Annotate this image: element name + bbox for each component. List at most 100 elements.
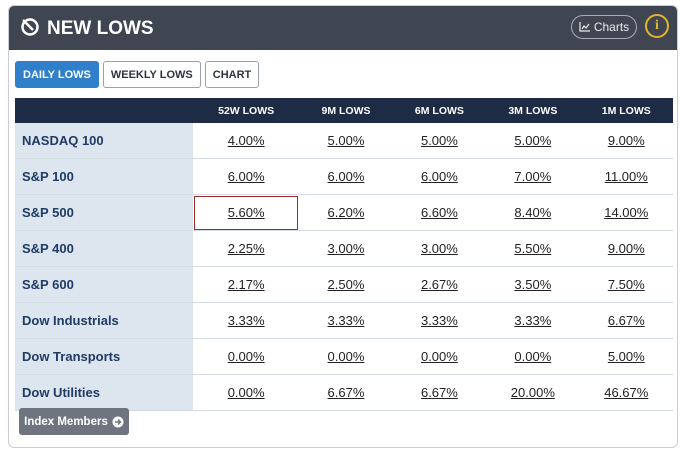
value-link[interactable]: 2.50% <box>327 277 365 292</box>
value-cell: 14.00% <box>579 194 673 231</box>
value-link[interactable]: 5.00% <box>514 133 552 148</box>
value-link[interactable]: 6.00% <box>227 169 265 184</box>
row: S&P 400 2.25% 3.00% 3.00% 5.50% 9.00% <box>15 230 673 267</box>
row-label: Dow Industrials <box>15 302 193 339</box>
value-cell: 7.00% <box>486 158 580 195</box>
value-cell: 6.67% <box>579 302 673 339</box>
value-cell: 11.00% <box>579 158 673 195</box>
logo <box>21 18 39 36</box>
index-members-label: Index Members <box>24 415 108 428</box>
value-cell: 5.60% <box>193 194 300 231</box>
value-link[interactable]: 6.00% <box>420 169 458 184</box>
value-cell: 6.00% <box>392 158 487 195</box>
value-cell: 2.67% <box>392 266 487 303</box>
value-link[interactable]: 2.25% <box>227 241 265 256</box>
value-cell: 3.00% <box>299 230 393 267</box>
row-label: Dow Transports <box>15 338 193 375</box>
info-button[interactable]: i <box>645 14 669 38</box>
value-cell: 5.50% <box>486 230 580 267</box>
row: S&P 100 6.00% 6.00% 6.00% 7.00% 11.00% <box>15 158 673 195</box>
value-link[interactable]: 5.60% <box>227 205 265 220</box>
value-link[interactable]: 5.50% <box>514 241 552 256</box>
value-cell: 3.50% <box>486 266 580 303</box>
tab[interactable]: CHART <box>204 61 260 88</box>
value-link[interactable]: 6.60% <box>420 205 458 220</box>
column-header: 52W LOWS <box>193 98 300 123</box>
tabs: DAILY LOWS WEEKLY LOWS CHART <box>15 61 260 88</box>
value-link[interactable]: 6.67% <box>607 313 645 328</box>
value-link[interactable]: 3.33% <box>327 313 365 328</box>
table: 52W LOWS 9M LOWS 6M LOWS 3M LOWS 1M LOWS NASD… <box>15 98 673 411</box>
column-header: 1M LOWS <box>579 98 673 123</box>
value-cell: 3.00% <box>392 230 487 267</box>
corner-cell <box>15 98 193 123</box>
value-cell: 46.67% <box>579 374 673 411</box>
value-cell: 0.00% <box>193 338 300 375</box>
value-cell: 3.33% <box>299 302 393 339</box>
value-cell: 6.60% <box>392 194 487 231</box>
value-cell: 2.25% <box>193 230 300 267</box>
value-link[interactable]: 7.50% <box>607 277 645 292</box>
header-row: 52W LOWS 9M LOWS 6M LOWS 3M LOWS 1M LOWS <box>15 98 673 123</box>
value-link[interactable]: 6.67% <box>327 385 365 400</box>
charts-button[interactable]: Charts <box>571 15 637 39</box>
value-link[interactable]: 11.00% <box>604 169 648 184</box>
value-link[interactable]: 5.00% <box>607 349 645 364</box>
value-link[interactable]: 0.00% <box>227 385 265 400</box>
value-link[interactable]: 46.67% <box>604 385 649 400</box>
value-link[interactable]: 3.33% <box>514 313 552 328</box>
value-link[interactable]: 3.00% <box>420 241 458 256</box>
value-link[interactable]: 0.00% <box>327 349 365 364</box>
value-cell: 5.00% <box>299 123 393 159</box>
value-link[interactable]: 2.67% <box>420 277 458 292</box>
index-members-button[interactable]: Index Members <box>19 408 129 435</box>
value-cell: 6.20% <box>299 194 393 231</box>
value-cell: 7.50% <box>579 266 673 303</box>
value-cell: 2.50% <box>299 266 393 303</box>
value-cell: 0.00% <box>392 338 487 375</box>
value-link[interactable]: 14.00% <box>604 205 649 220</box>
value-cell: 5.00% <box>392 123 487 159</box>
value-cell: 9.00% <box>579 123 673 159</box>
value-link[interactable]: 0.00% <box>227 349 265 364</box>
widget: NEW LOWS Charts i DAILY LOWS WEEKLY LOWS C… <box>8 5 678 448</box>
value-cell: 6.00% <box>193 158 300 195</box>
row: S&P 600 2.17% 2.50% 2.67% 3.50% 7.50% <box>15 266 673 303</box>
value-link[interactable]: 9.00% <box>607 241 645 256</box>
tab[interactable]: DAILY LOWS <box>15 61 99 88</box>
value-link[interactable]: 4.00% <box>227 133 265 148</box>
value-link[interactable]: 7.00% <box>514 169 552 184</box>
value-link[interactable]: 5.00% <box>327 133 365 148</box>
value-link[interactable]: 5.00% <box>420 133 458 148</box>
value-link[interactable]: 3.50% <box>514 277 552 292</box>
value-link[interactable]: 6.67% <box>420 385 458 400</box>
value-link[interactable]: 0.00% <box>420 349 458 364</box>
value-cell: 0.00% <box>299 338 393 375</box>
row-label: Dow Utilities <box>15 374 193 411</box>
row: S&P 500 5.60% 6.20% 6.60% 8.40% 14.00% <box>15 194 673 231</box>
value-link[interactable]: 6.20% <box>327 205 365 220</box>
value-cell: 8.40% <box>486 194 580 231</box>
value-cell: 2.17% <box>193 266 300 303</box>
value-link[interactable]: 3.33% <box>227 313 265 328</box>
value-link[interactable]: 0.00% <box>514 349 552 364</box>
value-link[interactable]: 3.33% <box>420 313 458 328</box>
value-link[interactable]: 6.00% <box>327 169 365 184</box>
value-link[interactable]: 8.40% <box>514 205 552 220</box>
value-link[interactable]: 9.00% <box>607 133 645 148</box>
value-cell: 6.00% <box>299 158 393 195</box>
value-cell: 3.33% <box>392 302 487 339</box>
value-link[interactable]: 20.00% <box>510 385 555 400</box>
row-label: NASDAQ 100 <box>15 123 193 159</box>
value-link[interactable]: 2.17% <box>227 277 265 292</box>
value-cell: 4.00% <box>193 123 300 159</box>
charts-label: Charts <box>593 20 630 34</box>
column-header: 9M LOWS <box>299 98 393 123</box>
arrow-icon <box>112 416 124 427</box>
tab[interactable]: WEEKLY LOWS <box>102 61 201 88</box>
row: Dow Transports 0.00% 0.00% 0.00% 0.00% 5.00% <box>15 338 673 375</box>
value-link[interactable]: 3.00% <box>327 241 365 256</box>
value-cell: 3.33% <box>193 302 300 339</box>
row-label: S&P 600 <box>15 266 193 303</box>
